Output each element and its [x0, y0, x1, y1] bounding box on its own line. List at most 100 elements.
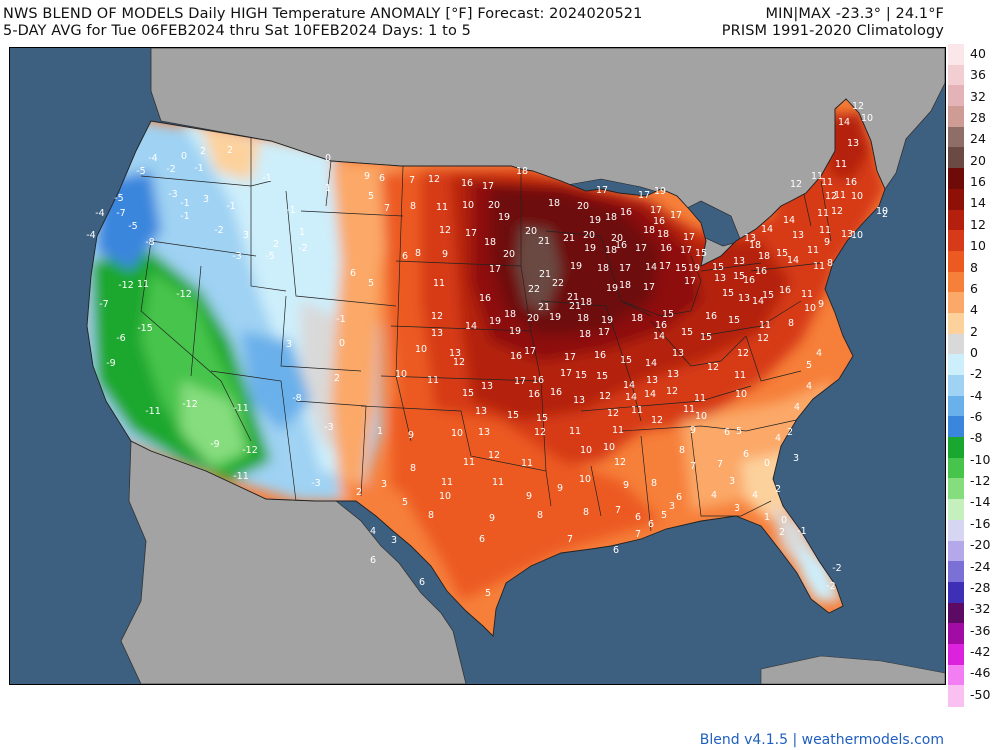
anomaly-label: 9	[526, 491, 532, 502]
anomaly-label: -5	[128, 221, 137, 232]
anomaly-label: 15	[675, 263, 687, 274]
anomaly-label: 12	[852, 101, 864, 112]
anomaly-label: 16	[532, 375, 544, 386]
legend-label: 20	[970, 152, 986, 168]
caribbean-land	[760, 655, 945, 684]
anomaly-label: 4	[370, 526, 376, 537]
legend-label: 0	[970, 344, 978, 360]
anomaly-label: 20	[611, 233, 623, 244]
anomaly-label: 19	[606, 283, 618, 294]
anomaly-label: 13	[841, 229, 853, 240]
anomaly-label: 16	[615, 240, 627, 251]
legend-swatch	[948, 64, 964, 86]
legend-swatch	[948, 271, 964, 293]
anomaly-label: 11	[759, 320, 771, 331]
anomaly-label: 3	[669, 501, 675, 512]
anomaly-label: 19	[688, 263, 700, 274]
anomaly-label: 17	[465, 228, 477, 239]
footer-credit[interactable]: Blend v4.1.5 | weathermodels.com	[699, 732, 944, 748]
legend-label: 4	[970, 302, 978, 318]
legend-label: -32	[970, 601, 991, 617]
anomaly-label: 8	[410, 201, 416, 212]
anomaly-label: 5	[368, 191, 374, 202]
anomaly-label: 18	[749, 240, 761, 251]
anomaly-label: 18	[631, 313, 643, 324]
anomaly-label: 4	[711, 490, 717, 501]
anomaly-label: 5	[661, 510, 667, 521]
anomaly-label: 10	[462, 200, 474, 211]
anomaly-label: 19	[589, 215, 601, 226]
anomaly-label: 15	[662, 309, 674, 320]
anomaly-label: 1	[377, 426, 383, 437]
anomaly-label: 15	[462, 388, 474, 399]
anomaly-label: 16	[845, 177, 857, 188]
temperature-anomaly-map[interactable]: 0 2 -1 2 -2 -5 -4 -5 -3 3 -1 -1 -1 1 0 -4 -7 -5 -4 -8 -1 -2 3 2…	[9, 47, 946, 685]
anomaly-label: -12	[182, 399, 198, 410]
anomaly-label: 12	[439, 225, 451, 236]
anomaly-label: 0	[339, 338, 345, 349]
anomaly-label: 2	[356, 487, 362, 498]
anomaly-label: 6	[370, 555, 376, 566]
anomaly-label: 13	[733, 256, 745, 267]
anomaly-label: 13	[738, 293, 750, 304]
legend-label: 24	[970, 131, 986, 147]
anomaly-label: -1	[226, 201, 235, 212]
anomaly-label: 16	[779, 285, 791, 296]
anomaly-label: 11	[835, 159, 847, 170]
legend-swatch	[948, 395, 964, 417]
anomaly-label: 8	[827, 258, 833, 269]
anomaly-label: 3	[734, 503, 740, 514]
anomaly-label: 16	[660, 243, 672, 254]
anomaly-label: 13	[672, 348, 684, 359]
anomaly-label: 13	[792, 230, 804, 241]
anomaly-label: 17	[680, 245, 692, 256]
anomaly-label: 11	[427, 375, 439, 386]
anomaly-label: -2	[214, 225, 223, 236]
legend-swatch	[948, 685, 964, 707]
anomaly-label: 12	[431, 311, 443, 322]
anomaly-label: 18	[504, 309, 516, 320]
legend-swatch	[948, 499, 964, 521]
anomaly-label: -8	[292, 393, 301, 404]
anomaly-label: 2	[227, 145, 233, 156]
anomaly-label: 15	[507, 410, 519, 421]
anomaly-label: -1	[286, 205, 295, 216]
legend-label: -14	[970, 494, 991, 510]
anomaly-label: 8	[415, 248, 421, 259]
anomaly-label: 16	[705, 311, 717, 322]
anomaly-label: 13	[667, 369, 679, 380]
anomaly-label: 19	[570, 261, 582, 272]
legend-swatch	[948, 188, 964, 210]
anomaly-label: 10	[395, 369, 407, 380]
anomaly-label: 17	[514, 376, 526, 387]
anomaly-label: 16	[655, 320, 667, 331]
anomaly-label: 17	[643, 282, 655, 293]
anomaly-label: -2	[826, 581, 835, 592]
anomaly-label: 16	[743, 275, 755, 286]
anomaly-label: 11	[441, 477, 453, 488]
anomaly-label: 9	[690, 425, 696, 436]
anomaly-label: 7	[409, 175, 415, 186]
anomaly-label: -12	[118, 280, 134, 291]
legend-label: 36	[970, 67, 986, 83]
anomaly-label: -5	[136, 166, 145, 177]
legend-swatch	[948, 126, 964, 148]
anomaly-label: 12	[651, 415, 663, 426]
anomaly-label: 10	[603, 442, 615, 453]
anomaly-label: 15	[712, 262, 724, 273]
legend-label: -8	[970, 430, 983, 446]
legend-swatch	[948, 416, 964, 438]
anomaly-label: 14	[644, 389, 656, 400]
legend-swatch	[948, 602, 964, 624]
anomaly-label: 15	[681, 327, 693, 338]
anomaly-label: 11	[612, 425, 624, 436]
anomaly-label: -12	[242, 445, 258, 456]
anomaly-label: 19	[509, 326, 521, 337]
anomaly-label: 18	[619, 280, 631, 291]
anomaly-label: 10	[851, 191, 863, 202]
anomaly-label: 8	[679, 445, 685, 456]
anomaly-label: 17	[524, 346, 536, 357]
anomaly-label: 21	[569, 301, 581, 312]
anomaly-label: -12	[176, 289, 192, 300]
anomaly-label: 17	[638, 190, 650, 201]
